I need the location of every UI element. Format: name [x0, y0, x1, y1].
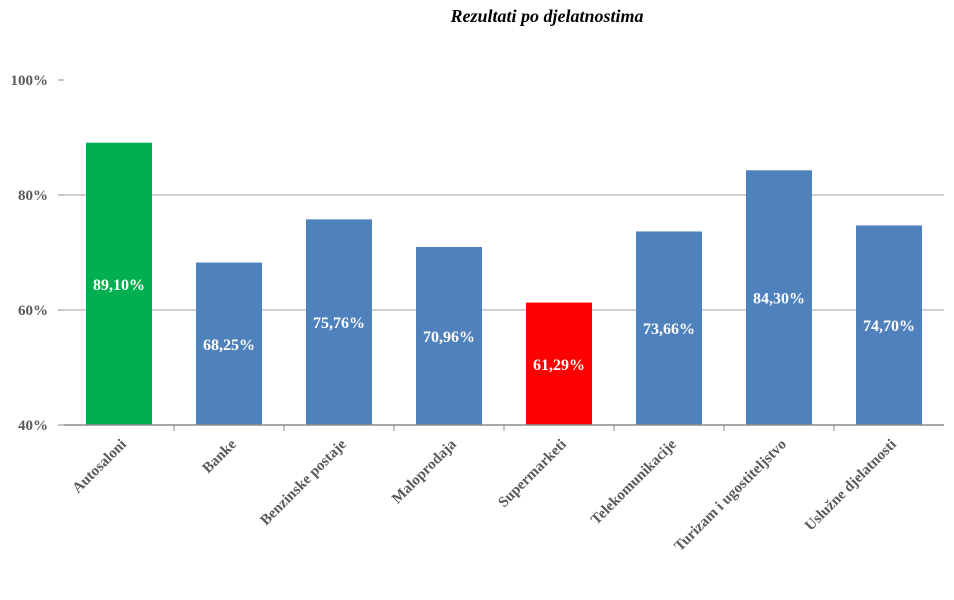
category-label: Benzinske postaje [257, 436, 350, 529]
data-label: 61,29% [533, 357, 585, 374]
category-label: Uslužne djelatnosti [802, 437, 900, 535]
x-axis [64, 424, 944, 431]
bar-3 [306, 219, 372, 425]
y-tick-label: 100% [11, 73, 49, 89]
data-label: 73,66% [643, 321, 695, 338]
bar-5 [526, 302, 592, 425]
data-label: 89,10% [93, 277, 145, 294]
data-label: 74,70% [863, 318, 915, 335]
chart-title: Rezultati po djelatnostima [450, 6, 644, 26]
data-label: 84,30% [753, 291, 805, 308]
bars [86, 142, 922, 426]
category-label: Maloprodaja [389, 436, 460, 507]
data-label: 75,76% [313, 315, 365, 332]
data-label: 70,96% [423, 329, 475, 346]
bar-6 [636, 231, 702, 425]
category-labels: Autosaloni Banke Benzinske postaje Maloprod… [70, 436, 900, 555]
bar-2 [196, 262, 262, 425]
category-label: Banke [200, 436, 240, 476]
bar-4 [416, 246, 482, 425]
bar-1 [86, 142, 152, 426]
y-tick-label: 60% [18, 303, 48, 319]
category-label: Telekomunikacije [588, 436, 680, 528]
bar-8 [856, 225, 922, 425]
category-label: Autosaloni [70, 437, 130, 497]
y-tick-label: 80% [18, 188, 48, 204]
category-label: Turizam i ugostiteljstvo [672, 437, 790, 555]
bar-7 [746, 170, 812, 425]
data-labels: 89,10% 68,25% 75,76% 70,96% 61,29% 73,66% 84,3… [93, 277, 915, 374]
y-axis-ticks: 40% 60% 80% 100% [11, 73, 64, 434]
y-tick-label: 40% [18, 418, 48, 434]
category-label: Supermarketi [495, 437, 569, 511]
data-label: 68,25% [203, 337, 255, 354]
